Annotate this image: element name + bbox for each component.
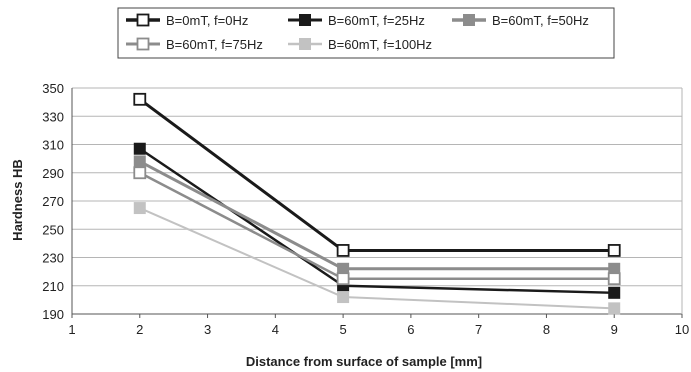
y-tick-label: 310 [42, 138, 64, 153]
axes [71, 88, 683, 318]
series-5 [133, 202, 621, 315]
series-line [139, 171, 615, 280]
x-tick-label: 2 [136, 322, 143, 337]
series-line [139, 207, 615, 310]
y-tick-label: 270 [42, 194, 64, 209]
data-point-marker [133, 155, 146, 168]
legend-item: B=60mT, f=50Hz [452, 13, 589, 28]
data-point-marker [136, 13, 150, 27]
data-point-marker [299, 38, 311, 50]
x-tick-label: 6 [407, 322, 414, 337]
data-point-marker [299, 14, 311, 26]
data-point-marker [608, 302, 621, 315]
legend-box [117, 7, 615, 59]
x-tick-label: 8 [543, 322, 550, 337]
x-tick-label: 4 [272, 322, 279, 337]
grid-lines [72, 87, 682, 315]
tick-labels: 190 210 230 250 270 290 310 330 350 1 2 3 4 5 6 7 8 9 10 [42, 81, 689, 337]
y-tick-label: 290 [42, 166, 64, 181]
y-tick-label: 330 [42, 109, 64, 124]
legend-item: B=60mT, f=25Hz [288, 13, 425, 28]
data-point-marker [133, 92, 147, 106]
legend-item: B=60mT, f=75Hz [126, 37, 263, 52]
series-3 [133, 155, 621, 275]
data-point-marker [337, 291, 350, 304]
legend-item: B=0mT, f=0Hz [126, 13, 248, 28]
x-tick-label: 5 [339, 322, 346, 337]
data-point-marker [133, 166, 147, 180]
x-tick-label: 7 [475, 322, 482, 337]
data-point-marker [608, 286, 621, 299]
x-tick-label: 9 [611, 322, 618, 337]
legend-label: B=60mT, f=100Hz [328, 37, 432, 52]
series-2 [133, 142, 621, 299]
series-line [138, 98, 615, 252]
y-tick-label: 190 [42, 307, 64, 322]
data-point-marker [336, 272, 350, 286]
y-tick-label: 250 [42, 222, 64, 237]
y-tick-label: 210 [42, 279, 64, 294]
series-line [139, 147, 615, 295]
series-1 [133, 92, 621, 257]
data-point-marker [133, 142, 146, 155]
series [133, 92, 621, 315]
legend-label: B=60mT, f=25Hz [328, 13, 425, 28]
series-line [139, 160, 615, 271]
series-4 [133, 166, 621, 286]
x-tick-label: 3 [204, 322, 211, 337]
legend-label: B=0mT, f=0Hz [166, 13, 248, 28]
legend-label: B=60mT, f=75Hz [166, 37, 263, 52]
data-point-marker [136, 37, 150, 51]
data-point-marker [463, 14, 475, 26]
y-tick-label: 350 [42, 81, 64, 96]
legend: B=0mT, f=0Hz B=60mT, f=25Hz B=60mT, f=50Hz… [117, 7, 615, 59]
legend-label: B=60mT, f=50Hz [492, 13, 589, 28]
data-point-marker [133, 202, 146, 215]
legend-item: B=60mT, f=100Hz [288, 37, 432, 52]
x-tick-label: 10 [675, 322, 689, 337]
data-point-marker [607, 272, 621, 286]
y-axis-title: Hardness HB [10, 159, 25, 241]
data-point-marker [336, 244, 350, 257]
x-axis-title: Distance from surface of sample [mm] [246, 354, 482, 369]
x-tick-label: 1 [68, 322, 75, 337]
y-tick-label: 230 [42, 251, 64, 266]
data-point-marker [607, 244, 621, 257]
